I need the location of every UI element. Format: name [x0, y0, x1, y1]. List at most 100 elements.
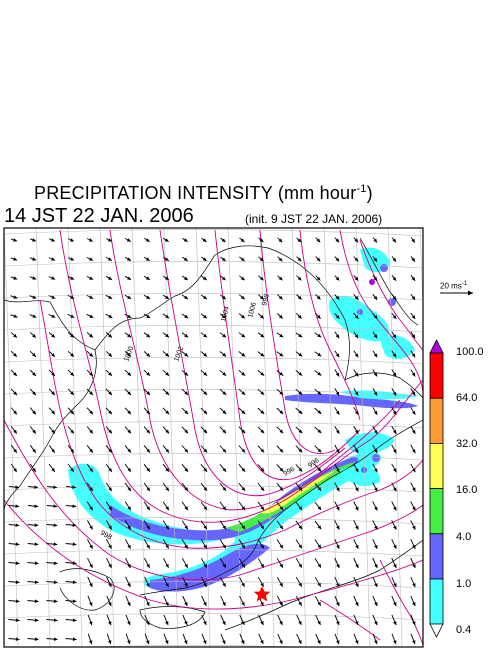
wind-arrow-head	[373, 315, 378, 319]
wind-arrow-head	[411, 410, 416, 415]
wind-arrow-head	[165, 429, 170, 434]
wind-arrow-head	[297, 314, 302, 319]
wind-arrow-head	[354, 353, 359, 358]
map-frame	[3, 227, 424, 648]
wind-arrow-head	[51, 372, 55, 376]
wind-arrow-head	[411, 238, 415, 243]
wind-arrow-head	[336, 487, 340, 492]
wind-arrow-head	[298, 429, 303, 434]
isobar-label: 1000	[123, 346, 135, 363]
wind-arrow-head	[184, 429, 189, 434]
wind-arrow-head	[393, 506, 397, 511]
wind-arrow-head	[298, 506, 303, 510]
wind-arrow-head	[335, 315, 340, 319]
wind-arrow-head	[222, 295, 226, 300]
wind-arrow-head	[279, 333, 284, 338]
wind-arrow-head	[165, 563, 169, 568]
wind-arrow-head	[108, 621, 112, 626]
wind-arrow-head	[373, 295, 378, 300]
wind-arrow-head	[53, 580, 58, 584]
wind-arrow-head	[13, 429, 17, 434]
wind-arrow-head	[336, 525, 340, 530]
wind-arrow-head	[279, 621, 283, 625]
parallel	[4, 549, 423, 557]
wind-arrow-head	[184, 391, 189, 395]
wind-arrow-head	[373, 257, 378, 262]
wind-arrow-head	[279, 601, 283, 606]
wind-arrow-head	[203, 544, 207, 549]
wind-arrow-head	[51, 314, 56, 318]
meridian	[259, 228, 275, 647]
wind-arrow-head	[373, 372, 378, 377]
wind-arrow-head	[317, 640, 321, 644]
wind-arrow-head	[259, 295, 264, 300]
wind-arrow-head	[260, 314, 264, 319]
reference-vector	[440, 290, 473, 296]
wind-arrow-head	[165, 276, 169, 280]
meridian	[195, 228, 211, 647]
precip-cell	[380, 264, 388, 272]
wind-arrow-head	[392, 372, 397, 377]
wind-arrow-head	[15, 580, 20, 584]
wind-arrow-head	[146, 372, 151, 376]
parallel	[4, 197, 423, 204]
parallel	[4, 357, 423, 365]
wind-arrow-head	[32, 353, 36, 357]
wind-arrow-head	[317, 544, 322, 549]
wind-arrow-head	[145, 238, 150, 242]
precip-tail-south	[150, 543, 270, 592]
wind-arrow-head	[393, 449, 397, 454]
wind-arrow-head	[34, 580, 39, 584]
wind-arrow-head	[393, 564, 397, 568]
wind-arrow-head	[108, 525, 112, 530]
wind-arrow-head	[222, 506, 226, 511]
wind-arrow-head	[317, 410, 322, 414]
wind-arrow-head	[51, 353, 55, 357]
wind-arrow-head	[108, 429, 112, 434]
wind-arrow-head	[165, 391, 170, 395]
precip-northeast	[328, 295, 390, 342]
wind-arrow-head	[72, 561, 77, 565]
wind-arrow-head	[146, 276, 150, 280]
wind-arrow-head	[241, 621, 245, 625]
wind-arrow-head	[392, 276, 397, 281]
wind-arrow-head	[127, 640, 131, 645]
wind-arrow-head	[127, 314, 132, 318]
wind-arrow-head	[165, 487, 169, 491]
isobar	[259, 229, 336, 454]
wind-arrow-head	[34, 561, 39, 565]
wind-arrow-head	[165, 583, 169, 587]
wind-arrow-head	[354, 315, 359, 319]
wind-arrow-head	[374, 583, 378, 587]
coastline-sakhalin-hokkaido	[344, 237, 423, 399]
parallel	[4, 389, 423, 397]
wind-arrow-head	[89, 564, 93, 568]
wind-arrow-head	[221, 238, 226, 242]
wind-arrow-head	[222, 544, 226, 549]
wind-arrow-head	[164, 257, 169, 261]
precip-east-band	[285, 393, 418, 409]
wind-arrow-head	[184, 640, 188, 645]
wind-arrow-head	[297, 238, 302, 243]
wind-arrow-head	[165, 448, 169, 453]
wind-arrow-head	[411, 315, 416, 319]
wind-arrow-head	[89, 257, 93, 261]
meridian	[163, 228, 179, 647]
wind-arrow-head	[241, 372, 246, 376]
wind-arrow-head	[34, 504, 39, 508]
wind-arrow-head	[165, 525, 169, 530]
parallel	[4, 421, 423, 429]
wind-arrow-head	[165, 621, 169, 626]
parallel	[73, 645, 316, 647]
wind-arrow-head	[374, 640, 378, 645]
wind-arrow-head	[222, 352, 227, 357]
wind-arrow-head	[260, 544, 264, 549]
wind-arrow-head	[51, 468, 55, 472]
wind-arrow-head	[336, 430, 340, 434]
wind-arrow-head	[32, 468, 36, 472]
wind-arrow-head	[317, 506, 322, 510]
wind-arrow-head	[279, 506, 284, 510]
wind-arrow-head	[13, 295, 18, 299]
wind-arrow-head	[392, 410, 397, 415]
